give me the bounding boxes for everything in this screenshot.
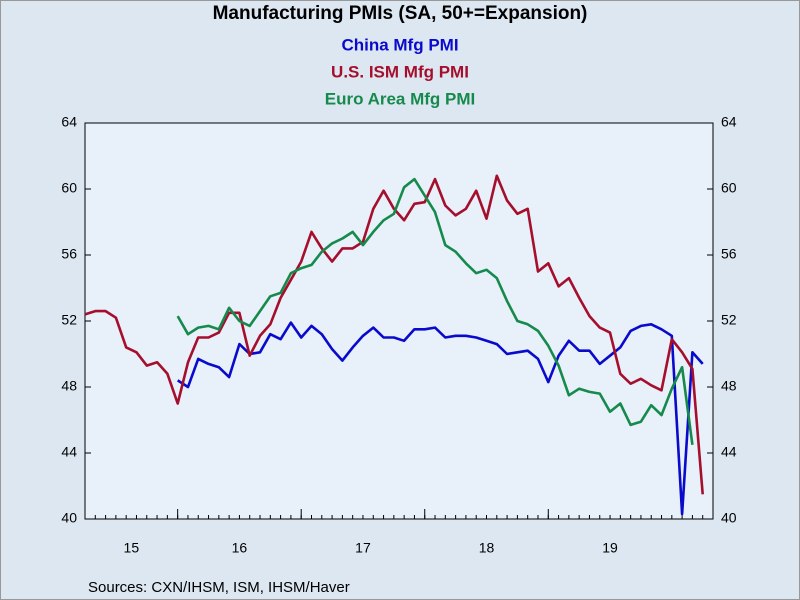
y-tick-label: 40 — [61, 510, 77, 526]
series-line — [85, 174, 704, 495]
chart-title: Manufacturing PMIs (SA, 50+=Expansion) — [213, 3, 588, 24]
y2-tick-label: 60 — [721, 180, 737, 196]
plot-area — [84, 122, 714, 520]
legend-entry: Euro Area Mfg PMI — [325, 89, 476, 108]
y2-tick-label: 64 — [721, 114, 737, 130]
y2-tick-label: 48 — [721, 378, 737, 394]
y-tick-label: 44 — [61, 444, 77, 460]
x-tick-label: 16 — [232, 540, 248, 556]
x-tick-label: 18 — [479, 540, 495, 556]
y-tick-label: 64 — [61, 114, 77, 130]
y-tick-label: 48 — [61, 378, 77, 394]
series-line — [176, 177, 694, 445]
y-tick-label: 60 — [61, 180, 77, 196]
y2-tick-label: 44 — [721, 444, 737, 460]
y2-tick-label: 56 — [721, 246, 737, 262]
legend-entry: U.S. ISM Mfg PMI — [331, 62, 469, 81]
x-tick-label: 15 — [124, 540, 140, 556]
x-tick-label: 19 — [602, 540, 618, 556]
y2-tick-label: 40 — [721, 510, 737, 526]
y2-tick-label: 52 — [721, 312, 737, 328]
x-tick-label: 17 — [355, 540, 371, 556]
y-tick-label: 52 — [61, 312, 77, 328]
y-tick-label: 56 — [61, 246, 77, 262]
source-note: Sources: CXN/IHSM, ISM, IHSM/Haver — [88, 579, 350, 596]
legend-entry: China Mfg PMI — [341, 35, 458, 54]
